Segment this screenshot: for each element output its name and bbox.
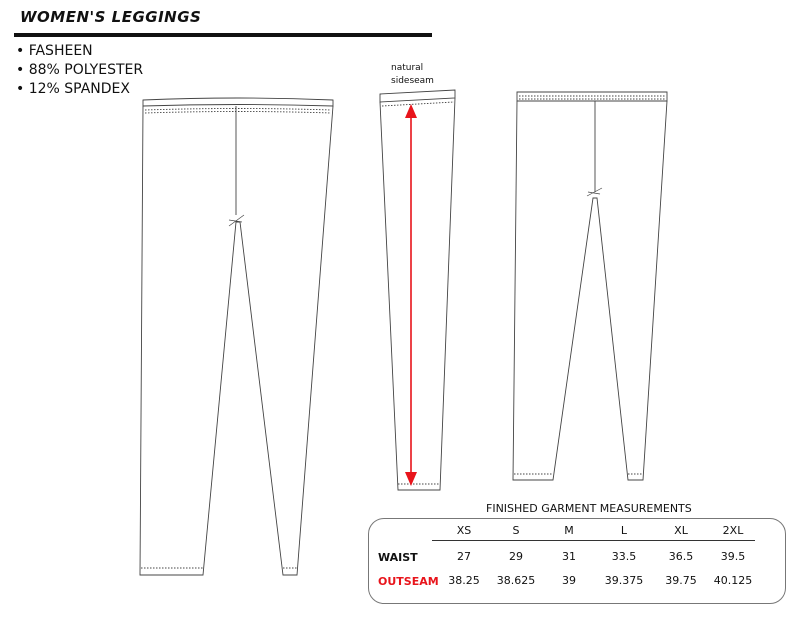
table-cell: 27 [457, 550, 471, 563]
size-header: M [564, 524, 574, 537]
size-header: 2XL [722, 524, 744, 537]
size-header: S [512, 524, 520, 537]
annotation-line: sideseam [391, 76, 434, 86]
table-cell: 40.125 [713, 574, 753, 587]
measurements-title: FINISHED GARMENT MEASUREMENTS [486, 502, 692, 515]
annotation-line: natural [391, 63, 424, 73]
row-label: OUTSEAM [378, 575, 439, 588]
side-view-drawing [379, 89, 456, 491]
size-header: XS [456, 524, 472, 537]
table-cell: 31 [562, 550, 576, 563]
row-label: WAIST [378, 551, 418, 564]
feature-item: • 12% SPANDEX [16, 81, 130, 97]
measurements-table [368, 518, 786, 604]
page-title: WOMEN'S LEGGINGS [20, 8, 202, 26]
table-cell: 29 [509, 550, 523, 563]
table-cell: 33.5 [611, 550, 637, 563]
table-cell: 39.5 [720, 550, 746, 563]
title-underline [14, 33, 432, 37]
feature-item: • 88% POLYESTER [16, 62, 144, 78]
feature-item: • FASHEEN [16, 43, 93, 59]
table-cell: 39.75 [665, 574, 697, 587]
table-cell: 36.5 [668, 550, 694, 563]
size-header: XL [674, 524, 688, 537]
size-header: L [620, 524, 628, 537]
back-view-drawing [512, 91, 668, 481]
outseam-arrow [405, 104, 417, 486]
sideseam-annotation: natural sideseam [391, 62, 434, 88]
front-view-drawing [139, 97, 334, 576]
table-cell: 39 [562, 574, 576, 587]
header-divider [432, 540, 755, 541]
feature-list: • FASHEEN • 88% POLYESTER • 12% SPANDEX [16, 42, 143, 99]
table-cell: 38.625 [496, 574, 536, 587]
table-cell: 39.375 [604, 574, 644, 587]
table-cell: 38.25 [448, 574, 480, 587]
